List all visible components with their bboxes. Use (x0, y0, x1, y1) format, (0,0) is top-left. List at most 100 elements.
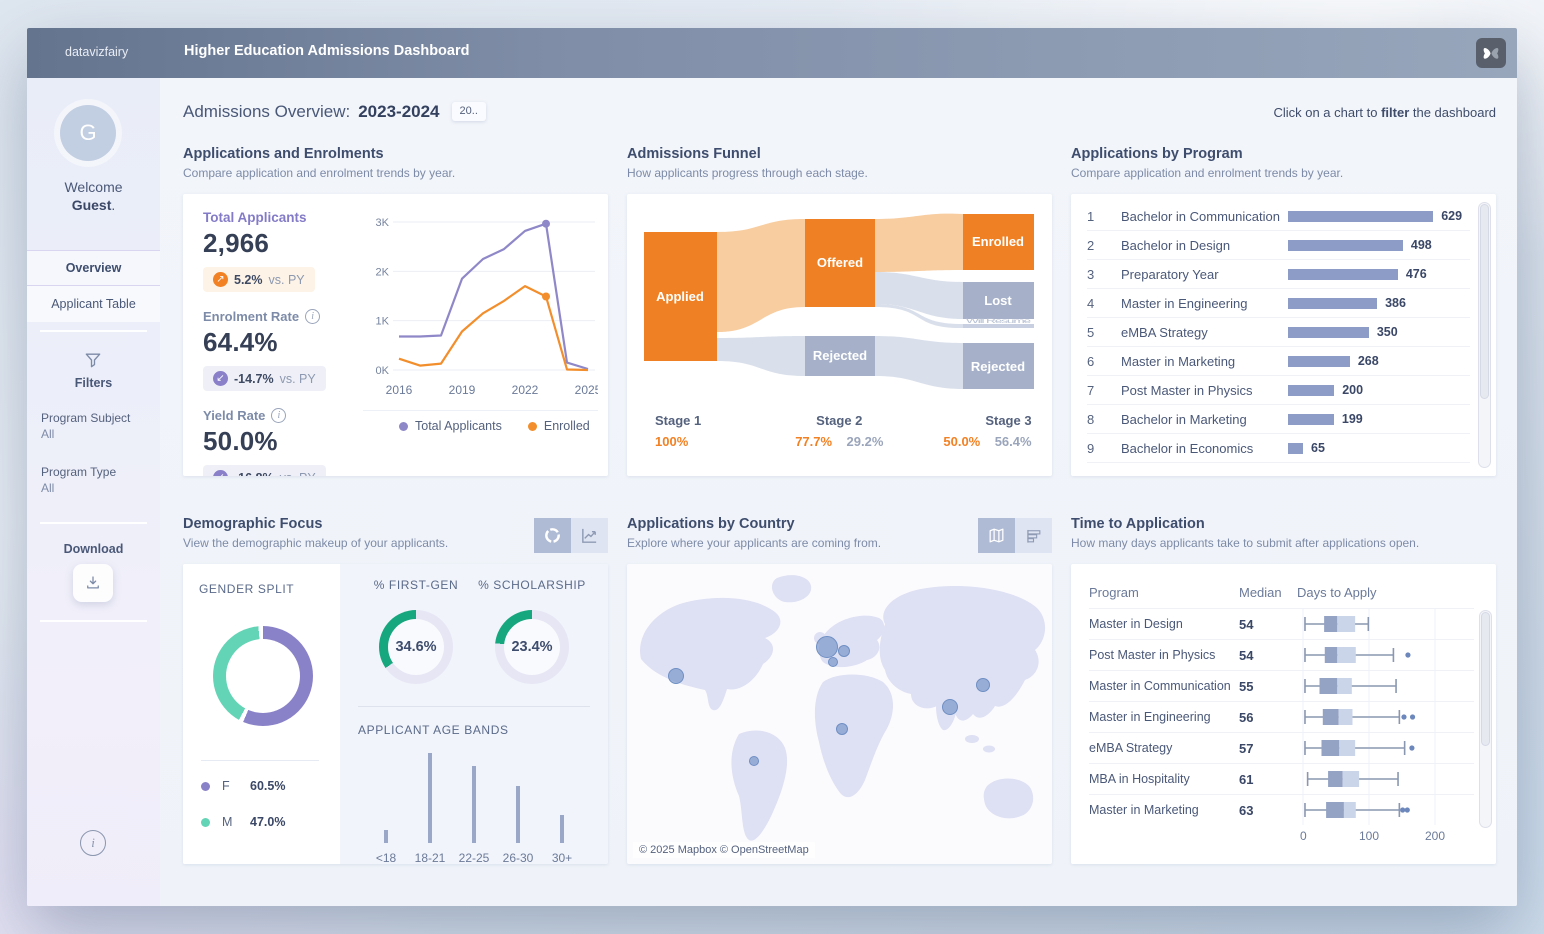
legend-male: M 47.0% (201, 815, 319, 829)
age-band-label: 22-25 (458, 851, 490, 864)
col-median: Median (1239, 584, 1282, 600)
country-bubble[interactable] (942, 699, 958, 715)
age-band[interactable]: 30+ (542, 815, 582, 864)
boxplot[interactable] (1297, 671, 1467, 701)
boxplot[interactable] (1297, 640, 1467, 670)
filter-program-subject[interactable]: Program Subject All (41, 410, 153, 442)
country-bubble[interactable] (816, 636, 838, 658)
donut-view-toggle[interactable] (534, 518, 571, 553)
admissions-funnel-card[interactable]: Applied Offered Rejected Enrolled Lost W… (627, 194, 1052, 476)
program-bar[interactable]: 268 (1288, 354, 1470, 368)
boxplot-row[interactable]: Master in Design 54 (1089, 608, 1474, 639)
program-bar[interactable]: 476 (1288, 267, 1470, 281)
country-bubble[interactable] (668, 668, 684, 684)
funnel-node-applied[interactable] (644, 232, 717, 361)
country-bubble[interactable] (749, 756, 759, 766)
program-bar[interactable]: 199 (1288, 412, 1470, 426)
boxplot-row[interactable]: Post Master in Physics 54 (1089, 639, 1474, 670)
boxplot-row[interactable]: eMBA Strategy 57 (1089, 732, 1474, 763)
boxplot[interactable] (1297, 609, 1467, 639)
filter-value[interactable]: All (41, 427, 55, 441)
program-row[interactable]: 5 eMBA Strategy 350 (1087, 318, 1470, 347)
funnel-node-offered[interactable] (805, 219, 875, 307)
scrollbar-thumb[interactable] (1481, 612, 1490, 746)
age-band[interactable]: <18 (366, 830, 406, 864)
program-row[interactable]: 10MBA in Hospitality (1087, 463, 1470, 471)
funnel-node-rejected-2[interactable] (805, 336, 875, 376)
age-bands-block[interactable]: APPLICANT AGE BANDS <18 18-21 22-25 26-30 30… (358, 723, 590, 864)
program-bar[interactable]: 200 (1288, 383, 1470, 397)
sankey-chart[interactable]: Applied Offered Rejected Enrolled Lost W… (627, 208, 1052, 398)
program-row[interactable]: 4 Master in Engineering 386 (1087, 289, 1470, 318)
info-icon[interactable]: i (305, 309, 321, 324)
butterfly-logo[interactable] (1476, 38, 1506, 68)
first-gen-gauge[interactable]: % FIRST-GEN 34.6% (358, 578, 474, 684)
legend-label: Enrolled (543, 419, 590, 433)
program-row[interactable]: 1 Bachelor in Communication 629 (1087, 202, 1470, 231)
program-row[interactable]: 9 Bachelor in Economics 65 (1087, 434, 1470, 463)
scrollbar-thumb[interactable] (1480, 204, 1489, 400)
funnel-node-lost[interactable] (963, 282, 1034, 319)
bar-view-toggle[interactable] (1015, 518, 1052, 553)
age-band[interactable]: 22-25 (454, 765, 494, 864)
download-button[interactable] (73, 564, 113, 602)
info-icon[interactable]: i (271, 408, 287, 423)
applications-by-program-card[interactable]: 1 Bachelor in Communication 629 2 Bachelor i… (1071, 194, 1496, 476)
axis-tick: 100 (1359, 829, 1380, 843)
country-bubble[interactable] (976, 678, 990, 692)
legend-dot (201, 817, 210, 827)
sidebar-item-overview[interactable]: Overview (27, 250, 160, 286)
age-bands-chart[interactable]: <18 18-21 22-25 26-30 30+ (358, 747, 590, 864)
col-program: Program (1089, 584, 1139, 600)
program-row[interactable]: 8 Bachelor in Marketing 199 (1087, 405, 1470, 434)
scrollbar[interactable] (1479, 610, 1492, 828)
applications-enrolments-card[interactable]: Total Applicants 2,966 ↗ 5.2% vs. PY Enr… (183, 194, 608, 476)
boxplot-row[interactable]: Master in Communication 55 (1089, 670, 1474, 701)
filter-value[interactable]: All (41, 481, 55, 495)
program-row[interactable]: 6 Master in Marketing 268 (1087, 347, 1470, 376)
filters-title: Filters (74, 376, 113, 390)
scrollbar[interactable] (1478, 202, 1491, 468)
applications-by-country-card[interactable]: © 2025 Mapbox © OpenStreetMap (627, 564, 1052, 864)
boxplot-row[interactable]: MBA in Hospitality 61 (1089, 763, 1474, 794)
funnel-node-enrolled[interactable] (963, 214, 1034, 270)
demographic-focus-card[interactable]: GENDER SPLIT F 60.5% (183, 564, 608, 864)
boxplot-row[interactable]: Master in Marketing 63 (1089, 794, 1474, 825)
boxplot[interactable] (1297, 702, 1467, 732)
sidebar-item-applicant-table[interactable]: Applicant Table (27, 286, 160, 322)
time-to-application-card[interactable]: Program Median Days to Apply Master in D… (1071, 564, 1496, 864)
hint-bold: filter (1381, 105, 1410, 120)
program-row[interactable]: 2 Bachelor in Design 498 (1087, 231, 1470, 260)
boxplot[interactable] (1297, 795, 1467, 825)
trend-chart[interactable]: 3K 2K 1K 0K 2016 2019 2022 2025 Total Applicant… (363, 210, 598, 466)
boxplot[interactable] (1297, 733, 1467, 763)
program-bar[interactable]: 629 (1288, 209, 1470, 223)
program-bar[interactable]: 386 (1288, 296, 1470, 310)
country-bubble[interactable] (838, 645, 850, 657)
map-view-toggle[interactable] (978, 518, 1015, 553)
gender-legend: F 60.5% M 47.0% (201, 760, 319, 829)
age-band[interactable]: 26-30 (498, 786, 538, 864)
boxplot-row[interactable]: Master in Engineering 56 (1089, 701, 1474, 732)
program-bar[interactable]: 498 (1288, 238, 1470, 252)
gender-donut-chart[interactable] (213, 626, 313, 726)
axis-tick-labels: 0 100 200 (1297, 827, 1474, 845)
program-name: MBA in Hospitality (1121, 470, 1288, 471)
line-chart[interactable]: 3K 2K 1K 0K 2016 2019 2022 2025 (363, 210, 598, 406)
trend-view-toggle[interactable] (571, 518, 608, 553)
period-dropdown[interactable]: 20.. (451, 102, 486, 121)
funnel-node-thin[interactable] (963, 324, 1034, 328)
funnel-node-rejected-3[interactable] (963, 343, 1034, 389)
world-map[interactable] (627, 564, 1052, 864)
country-bubble[interactable] (836, 723, 848, 735)
program-bar[interactable]: 65 (1288, 441, 1470, 455)
scholarship-gauge[interactable]: % SCHOLARSHIP 23.4% (474, 578, 590, 684)
country-bubble[interactable] (828, 657, 838, 667)
filter-program-type[interactable]: Program Type All (41, 464, 153, 496)
boxplot[interactable] (1297, 764, 1467, 794)
program-bar[interactable]: 350 (1288, 325, 1470, 339)
age-band[interactable]: 18-21 (410, 753, 450, 864)
program-row[interactable]: 3 Preparatory Year 476 (1087, 260, 1470, 289)
info-icon[interactable]: i (80, 830, 106, 856)
program-row[interactable]: 7 Post Master in Physics 200 (1087, 376, 1470, 405)
